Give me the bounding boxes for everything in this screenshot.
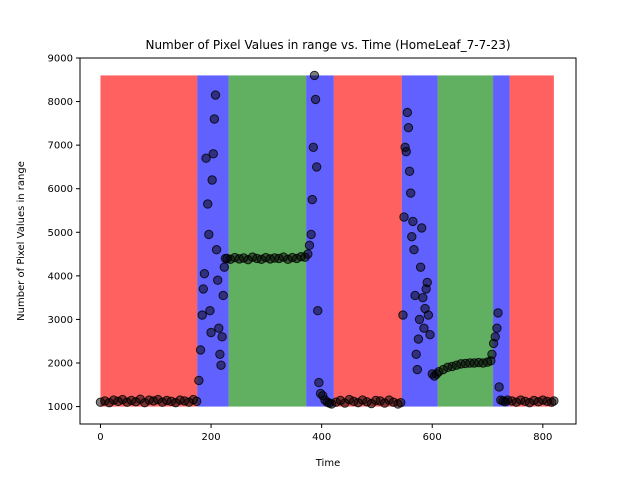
data-point-67	[306, 229, 316, 240]
y-tick-label-1000: 1000	[48, 402, 73, 413]
data-point-141	[492, 323, 502, 333]
data-point-26	[198, 284, 209, 294]
data-point-116	[419, 323, 429, 333]
data-point-41	[216, 360, 226, 370]
y-tick-label-8000: 8000	[48, 97, 73, 108]
data-point-110	[412, 364, 423, 375]
data-point-44	[219, 262, 230, 272]
data-point-119	[422, 277, 432, 288]
data-point-25	[197, 310, 207, 320]
y-tick-label-7000: 7000	[48, 141, 73, 152]
background-band-8	[509, 75, 554, 407]
x-tick-label-800: 800	[533, 432, 552, 443]
data-point-74	[314, 377, 324, 388]
data-point-107	[409, 245, 419, 255]
data-point-142	[493, 308, 503, 318]
data-point-115	[418, 292, 428, 303]
data-point-103	[404, 166, 415, 176]
data-points	[95, 70, 559, 409]
data-point-33	[207, 175, 217, 185]
data-point-102	[403, 123, 414, 133]
x-axis-label: Time	[315, 458, 340, 469]
data-point-65	[303, 249, 313, 259]
chart-title: Number of Pixel Values in range vs. Time…	[145, 38, 510, 52]
data-point-28	[201, 153, 211, 163]
data-point-71	[310, 94, 321, 105]
data-point-29	[203, 199, 213, 209]
background-band-2	[228, 75, 307, 407]
data-point-106	[408, 216, 418, 227]
y-tick-label-2000: 2000	[48, 359, 73, 370]
data-point-22	[191, 396, 202, 407]
x-tick-label-0: 0	[97, 432, 103, 443]
data-point-140	[490, 332, 500, 342]
y-tick-label-3000: 3000	[48, 315, 73, 326]
x-tick-label-400: 400	[312, 432, 331, 443]
background-band-1	[197, 75, 229, 407]
background-band-6	[437, 75, 494, 407]
data-point-143	[494, 382, 504, 392]
data-point-109	[411, 349, 421, 359]
data-point-96	[396, 397, 406, 408]
y-tick-label-6000: 6000	[48, 184, 73, 195]
data-point-104	[405, 188, 416, 198]
data-point-70	[309, 70, 320, 81]
data-point-68	[307, 194, 317, 205]
x-tick-label-200: 200	[202, 432, 221, 443]
plot-frame	[79, 57, 577, 425]
x-axis-ticks: 0 200 400 600 800	[97, 424, 552, 443]
data-point-37	[211, 245, 222, 255]
data-point-40	[215, 349, 225, 359]
data-point-73	[313, 306, 323, 316]
data-point-113	[415, 262, 426, 272]
data-point-100	[401, 146, 411, 157]
data-point-32	[206, 327, 216, 338]
data-point-112	[414, 314, 425, 325]
data-point-138	[487, 349, 497, 359]
y-axis-ticks: 1000 2000 3000 4000 5000 6000 7000 8000 9000	[48, 54, 80, 413]
data-point-42	[217, 332, 227, 342]
data-point-34	[208, 149, 218, 159]
data-point-101	[402, 107, 413, 118]
background-band-4	[333, 75, 402, 407]
data-point-27	[199, 268, 210, 279]
data-point-36	[210, 90, 221, 100]
data-point-30	[204, 229, 214, 240]
background-bands	[100, 75, 554, 407]
data-point-158	[549, 396, 559, 406]
data-point-98	[399, 212, 409, 222]
data-point-120	[423, 310, 434, 320]
data-point-24	[195, 345, 206, 355]
data-point-38	[212, 275, 223, 285]
data-point-72	[311, 162, 322, 172]
data-point-121	[425, 329, 435, 340]
data-point-111	[413, 334, 424, 344]
data-point-31	[205, 306, 215, 316]
y-tick-label-4000: 4000	[48, 271, 73, 282]
data-point-66	[304, 240, 315, 251]
background-band-0	[100, 75, 198, 407]
data-point-39	[214, 323, 224, 333]
data-point-23	[194, 375, 204, 386]
data-point-35	[209, 114, 220, 124]
data-point-108	[410, 290, 420, 301]
x-tick-label-600: 600	[423, 432, 442, 443]
y-tick-label-5000: 5000	[48, 228, 73, 239]
data-point-97	[398, 310, 408, 320]
data-point-114	[417, 223, 427, 233]
y-axis-label: Number of Pixel Values in range	[16, 161, 27, 321]
data-point-69	[308, 142, 319, 153]
data-point-105	[407, 231, 417, 242]
y-tick-label-9000: 9000	[48, 54, 73, 65]
data-point-43	[218, 290, 228, 301]
